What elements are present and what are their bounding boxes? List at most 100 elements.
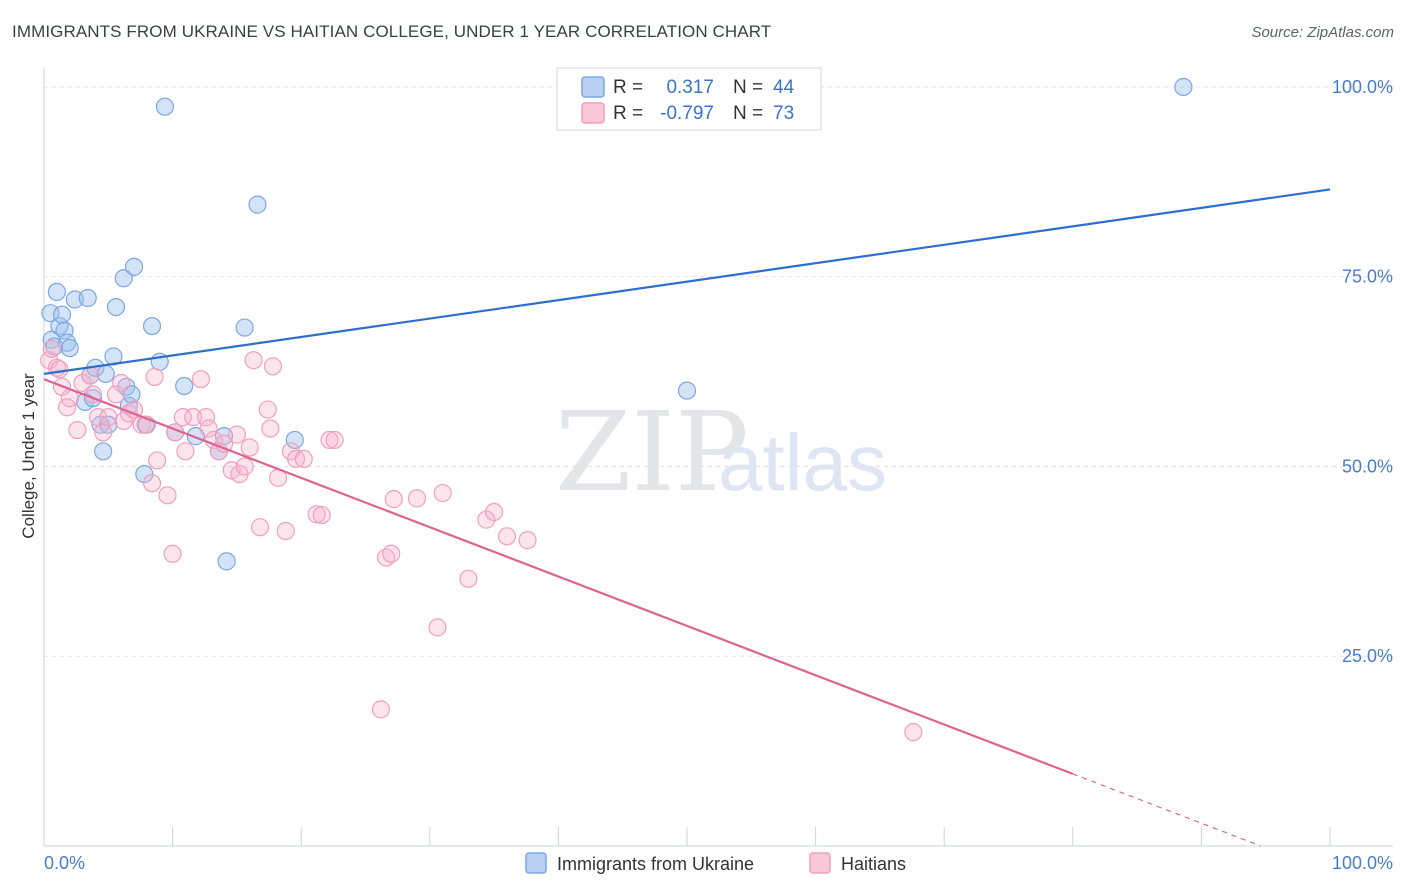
haitians-point <box>73 373 92 393</box>
y-tick-label-50: 50.0% <box>1342 456 1393 476</box>
gridlines <box>44 86 1393 657</box>
ukraine-point <box>217 552 236 571</box>
haitians-point <box>240 438 259 457</box>
haitians-point <box>235 457 254 476</box>
chart-source: Source: ZipAtlas.com <box>1251 24 1394 41</box>
haitians-point <box>50 360 69 379</box>
correlation-legend: R = 0.317 N = 44 R = -0.797 N = 73 <box>556 67 822 131</box>
haitians-point <box>428 618 447 637</box>
haitians-point <box>142 474 162 493</box>
ukraine-point <box>78 288 97 308</box>
haitians-point <box>407 489 427 508</box>
haitians-point <box>227 425 246 444</box>
haitians-point <box>199 419 218 438</box>
haitians-point <box>477 510 496 529</box>
haitians-point <box>276 521 295 541</box>
y-tick-label-25: 25.0% <box>1342 646 1393 666</box>
haitians-point <box>382 544 401 563</box>
haitians-point <box>325 430 344 450</box>
legend-swatch-haitians <box>581 102 605 124</box>
watermark-atlas: atlas <box>718 418 887 507</box>
ukraine-point <box>47 282 66 302</box>
haitians-point <box>312 505 331 525</box>
haitians-trend-extension <box>1072 773 1261 847</box>
ukraine-points <box>41 77 1193 571</box>
legend-r-label-ukraine: R = <box>613 77 643 98</box>
haitians-point <box>244 351 263 370</box>
haitians-point <box>196 408 216 427</box>
haitians-point <box>158 486 177 505</box>
haitians-point <box>99 408 118 427</box>
haitians-point <box>42 339 61 358</box>
bottom-legend-swatch-haitians <box>809 852 831 874</box>
ukraine-point <box>285 430 304 450</box>
haitians-point <box>173 408 192 427</box>
legend-r-value-ukraine: 0.317 <box>666 77 714 98</box>
haitians-point <box>307 505 326 524</box>
haitians-point <box>191 370 210 389</box>
ukraine-point <box>142 316 162 336</box>
haitians-point <box>81 366 100 385</box>
bottom-legend-swatch-ukraine <box>525 852 547 874</box>
y-tick-label-75: 75.0% <box>1342 267 1393 287</box>
ukraine-point <box>124 257 144 276</box>
ukraine-point <box>155 97 174 116</box>
watermark-zip: ZIP <box>555 388 749 516</box>
haitians-point <box>320 430 339 450</box>
haitians-point <box>497 527 517 546</box>
haitians-point <box>286 449 306 468</box>
legend-n-value-ukraine: 44 <box>773 77 795 98</box>
haitians-point <box>459 569 478 588</box>
haitians-point <box>176 442 195 461</box>
haitians-point <box>258 400 277 419</box>
haitians-points <box>40 339 923 742</box>
ukraine-point <box>175 376 194 396</box>
haitians-point <box>94 423 113 442</box>
ukraine-point <box>677 381 697 400</box>
legend-r-label-haitians: R = <box>613 103 643 124</box>
haitians-trend-line <box>43 378 1074 775</box>
bottom-legend-label-haitians: Haitians <box>841 854 906 874</box>
haitians-point <box>112 373 131 393</box>
haitians-point <box>294 449 313 468</box>
bottom-legend-label-ukraine: Immigrants from Ukraine <box>557 854 754 874</box>
haitians-point <box>384 490 403 509</box>
trend-lines <box>43 188 1331 847</box>
series-legend: Immigrants from Ukraine Haitians <box>525 852 906 874</box>
x-tick-label-max: 100.0% <box>1332 853 1393 873</box>
haitians-point <box>250 518 270 537</box>
haitians-point <box>145 367 164 387</box>
haitians-point <box>214 434 234 453</box>
ukraine-point <box>106 297 126 317</box>
y-axis-label: College, Under 1 year <box>19 373 38 539</box>
x-tick-label-min: 0.0% <box>44 853 85 873</box>
chart-title: IMMIGRANTS FROM UKRAINE VS HAITIAN COLLE… <box>12 22 772 41</box>
haitians-point <box>163 544 182 563</box>
haitians-point <box>148 451 167 470</box>
ukraine-point <box>60 338 79 358</box>
legend-r-value-haitians: -0.797 <box>660 103 714 124</box>
ukraine-point <box>52 305 72 324</box>
ukraine-point <box>135 464 154 484</box>
x-ticks <box>43 827 1331 846</box>
haitians-point <box>106 385 126 404</box>
ukraine-point <box>94 442 113 461</box>
haitians-point <box>68 420 87 440</box>
haitians-point <box>263 357 283 376</box>
ukraine-point <box>96 364 115 383</box>
haitians-point <box>261 419 280 438</box>
haitians-point <box>184 408 203 427</box>
ukraine-point <box>248 195 267 214</box>
haitians-point <box>518 531 537 550</box>
ukraine-point <box>41 304 60 323</box>
y-tick-label-100: 100.0% <box>1332 77 1393 97</box>
ukraine-point <box>122 385 141 404</box>
ukraine-trend-line <box>43 188 1331 375</box>
y-tick-labels: 25.0% 50.0% 75.0% 100.0% <box>1332 77 1393 666</box>
legend-swatch-ukraine <box>581 76 605 98</box>
haitians-point <box>40 351 59 370</box>
haitians-point <box>433 483 452 503</box>
haitians-point <box>371 700 391 719</box>
ukraine-point <box>1174 77 1193 97</box>
